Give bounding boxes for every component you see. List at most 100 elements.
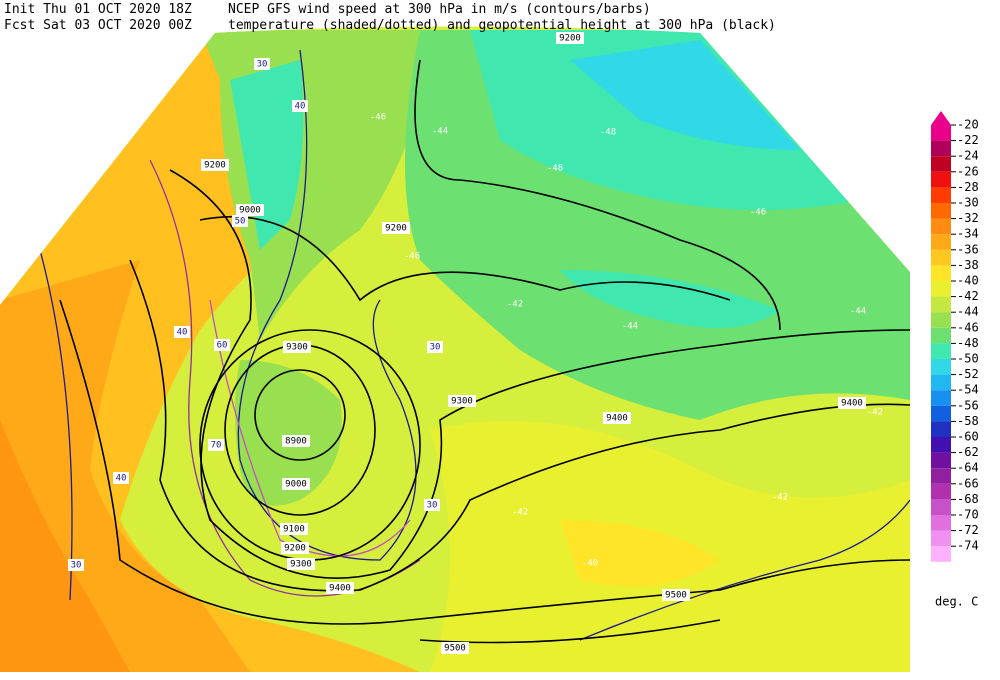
colorbar-label: -60 <box>957 430 979 444</box>
height-label-bg <box>441 642 469 654</box>
colorbar-label: -68 <box>957 492 979 506</box>
wind-label: 30 <box>430 343 441 353</box>
wind-label: 40 <box>295 102 306 112</box>
height-label-bg <box>283 341 311 353</box>
colorbar-swatch <box>931 281 951 297</box>
height-label: 9400 <box>606 414 628 424</box>
height-label: 9300 <box>451 397 473 407</box>
init-text: Init Thu 01 OCT 2020 18Z <box>4 2 192 17</box>
colorbar-label: -38 <box>957 258 979 272</box>
wind-label-bg <box>208 439 224 451</box>
colorbar-swatch <box>931 171 951 188</box>
height-label-bg <box>282 435 310 447</box>
height-label: 9300 <box>290 560 312 570</box>
colorbar-swatch <box>931 405 951 422</box>
height-label-bg <box>280 523 308 535</box>
temperature-label: -42 <box>772 493 788 503</box>
temperature-label: -42 <box>512 508 528 518</box>
colorbar-swatch <box>931 327 951 344</box>
colorbar-label: -24 <box>957 149 979 163</box>
height-contours <box>59 59 910 644</box>
height-label-bg <box>282 478 310 490</box>
colorbar-label: -52 <box>957 367 979 381</box>
wind-label-bg <box>427 341 443 353</box>
colorbar-swatch <box>931 359 951 375</box>
colorbar-label: -72 <box>957 523 979 537</box>
height-label-bg <box>326 582 354 594</box>
colorbar-label: -56 <box>957 398 979 412</box>
colorbar-swatch <box>931 218 951 235</box>
colorbar-label: -62 <box>957 445 979 459</box>
height-label: 9200 <box>559 34 581 44</box>
colorbar-swatch <box>931 312 951 328</box>
colorbar-swatch <box>931 140 951 157</box>
height-label: 9200 <box>204 161 226 171</box>
colorbar-label: -70 <box>957 508 979 522</box>
colorbar-swatch <box>931 468 951 484</box>
height-label-bg <box>556 32 584 44</box>
height-label-bg <box>287 558 315 570</box>
height-label-bg <box>201 159 229 171</box>
title-line-2: temperature (shaded/dotted) and geopoten… <box>228 18 776 33</box>
wind-label: 30 <box>71 561 82 571</box>
height-label-bg <box>838 397 866 409</box>
colorbar-label: -32 <box>957 211 979 225</box>
colorbar-label: -66 <box>957 476 979 490</box>
temperature-label: -40 <box>582 559 598 569</box>
wind-label: 50 <box>235 217 246 227</box>
temperature-label: -44 <box>622 322 638 332</box>
wind-label-bg <box>68 559 84 571</box>
height-label: 9500 <box>665 591 687 601</box>
colorbar-swatch <box>931 296 951 313</box>
colorbar-label: -20 <box>957 118 979 132</box>
colorbar-swatch <box>931 343 951 359</box>
height-label: 9100 <box>283 525 305 535</box>
colorbar-label: -34 <box>957 227 979 241</box>
colorbar-label: -36 <box>957 242 979 256</box>
wind-label-bg <box>292 100 308 112</box>
height-label: 9000 <box>239 206 261 216</box>
colorbar-swatch <box>931 156 951 172</box>
temperature-label: -42 <box>507 300 523 310</box>
colorbar-label: -48 <box>957 336 979 350</box>
height-label: 9200 <box>385 224 407 234</box>
colorbar-swatch <box>931 515 951 531</box>
colorbar-label: -42 <box>957 289 979 303</box>
temperature-label: -46 <box>750 208 766 218</box>
title-line-1: NCEP GFS wind speed at 300 hPa in m/s (c… <box>228 2 651 17</box>
colorbar-label: -44 <box>957 305 979 319</box>
height-label: 9000 <box>285 480 307 490</box>
height-label-bg <box>448 395 476 407</box>
colorbar-swatch <box>931 546 951 562</box>
height-label-bg <box>662 589 690 601</box>
colorbar-label: -50 <box>957 352 979 366</box>
wind-label: 40 <box>177 328 188 338</box>
height-label: 9400 <box>841 399 863 409</box>
colorbar-label: -46 <box>957 320 979 334</box>
wind-label: 70 <box>211 441 222 451</box>
colorbar-swatch <box>931 421 951 437</box>
wind-label-bg <box>232 215 248 227</box>
colorbar-swatch <box>931 390 951 406</box>
colorbar-swatch <box>931 452 951 469</box>
colorbar-swatch <box>931 437 951 453</box>
colorbar-swatch <box>931 249 951 266</box>
wind-label-bg <box>254 58 270 70</box>
colorbar-label: -26 <box>957 164 979 178</box>
wind-label-bg <box>424 499 440 511</box>
colorbar-arrow <box>931 111 951 125</box>
wind-label-bg <box>113 472 129 484</box>
colorbar-label: -22 <box>957 133 979 147</box>
colorbar-swatch <box>931 499 951 515</box>
temperature-label: -48 <box>600 128 616 138</box>
colorbar-label: -58 <box>957 414 979 428</box>
temperature-label: -48 <box>547 164 563 174</box>
wind-label: 30 <box>257 60 268 70</box>
wind-label: 40 <box>116 474 127 484</box>
colorbar-label: -30 <box>957 196 979 210</box>
height-label-bg <box>281 542 309 554</box>
colorbar-label: -64 <box>957 461 979 475</box>
wind-label: 60 <box>217 341 228 351</box>
